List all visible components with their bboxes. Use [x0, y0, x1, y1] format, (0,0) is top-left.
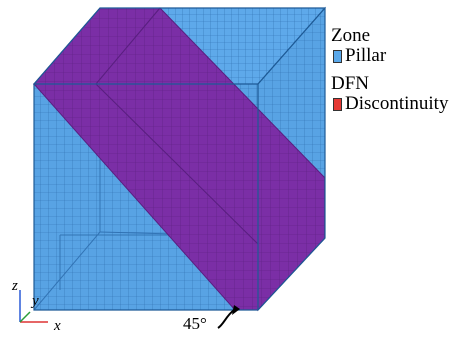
legend: Zone Pillar DFN Discontinuity	[331, 26, 448, 114]
pillar-swatch-icon	[333, 49, 342, 63]
discontinuity-swatch-icon	[333, 97, 342, 111]
block-outline	[33, 7, 326, 311]
legend-dfn-item: Discontinuity	[333, 94, 448, 114]
legend-dfn-label: Discontinuity	[345, 93, 449, 114]
axis-x-label: x	[53, 318, 61, 334]
legend-zone-label: Pillar	[345, 45, 387, 66]
angle-arrow	[217, 305, 240, 329]
axis-y-label: y	[30, 293, 39, 309]
angle-label: 45°	[183, 314, 207, 333]
legend-zone-item: Pillar	[333, 46, 448, 66]
axis-triad: z y x	[11, 278, 61, 334]
legend-dfn-heading: DFN	[331, 73, 370, 94]
axis-z-label: z	[11, 278, 18, 294]
legend-zone-heading: Zone	[331, 25, 371, 46]
